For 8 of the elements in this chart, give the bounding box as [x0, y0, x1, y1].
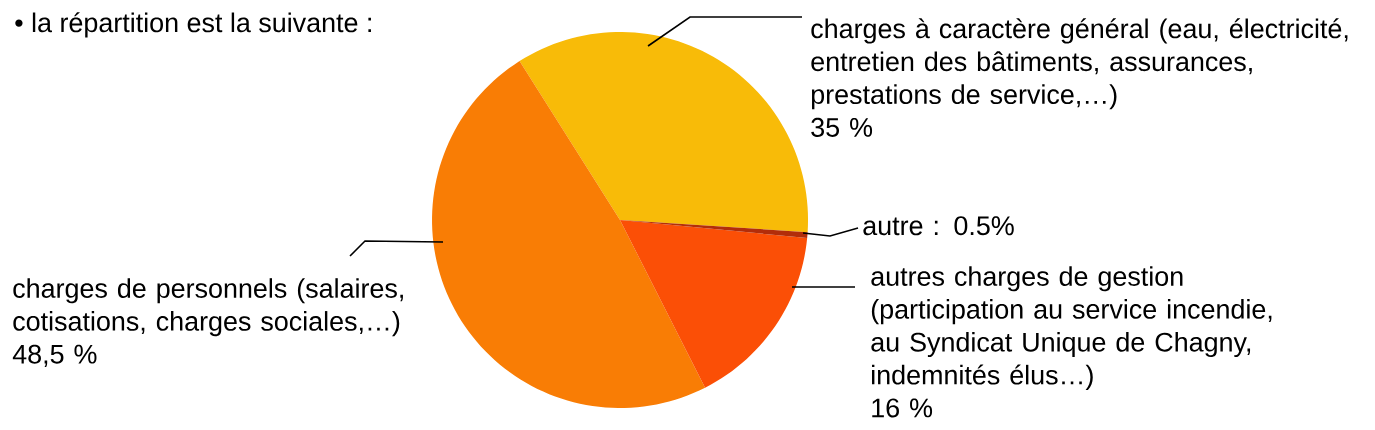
data-label: 35 % — [811, 117, 873, 137]
slice-label: charges de personnels (salaires, cotisations, charges sociales,…) — [13, 278, 403, 337]
chart-title: • la répartition est la suivante : — [15, 12, 371, 38]
slice-label: autres charges de gestion (participation au service incendie, au Syndicat Unique de Chagny, indemnités élus…) — [871, 266, 1272, 390]
data-label: autre : 0.5% — [863, 216, 1014, 236]
slice-label: charges à caractère général (eau, électricité, entretien des bâtiments, assurances, prestations de service,…) — [811, 18, 1348, 110]
data-label: 16 % — [872, 398, 933, 418]
data-label: 48,5 % — [12, 344, 97, 367]
